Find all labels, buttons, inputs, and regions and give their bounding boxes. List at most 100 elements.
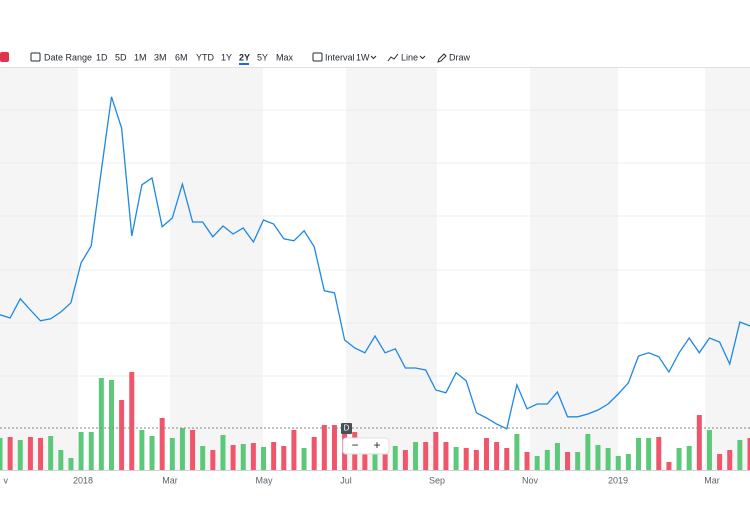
shade bbox=[530, 68, 618, 470]
date-range[interactable]: Date Range bbox=[44, 52, 92, 62]
range-button[interactable]: 1M bbox=[134, 52, 147, 62]
volume-bar bbox=[545, 450, 550, 470]
volume-bar bbox=[494, 442, 499, 470]
shade bbox=[346, 68, 437, 470]
volume-bar bbox=[616, 456, 621, 470]
marker: D bbox=[344, 424, 350, 433]
volume-bar bbox=[403, 450, 408, 470]
volume-bar bbox=[58, 450, 63, 470]
shade bbox=[705, 68, 750, 470]
volume-bar bbox=[231, 445, 236, 470]
volume-bar bbox=[666, 462, 671, 470]
volume-bar bbox=[210, 450, 215, 470]
volume-bar bbox=[291, 430, 296, 470]
volume-bar bbox=[160, 418, 165, 470]
volume-bar bbox=[443, 442, 448, 470]
range-button[interactable]: Max bbox=[276, 52, 294, 62]
chevron bbox=[420, 56, 425, 59]
volume-bar bbox=[474, 450, 479, 470]
volume-bar bbox=[119, 400, 124, 470]
calendar-icon bbox=[31, 53, 40, 61]
x-label: Nov bbox=[522, 475, 539, 485]
volume-bar bbox=[595, 445, 600, 470]
interval[interactable]: 1W bbox=[356, 52, 370, 62]
volume-bar bbox=[555, 443, 560, 470]
volume-bar bbox=[677, 448, 682, 470]
volume-bar bbox=[737, 440, 742, 470]
volume-bar bbox=[261, 447, 266, 470]
volume-bar bbox=[18, 440, 23, 470]
volume-bar bbox=[332, 425, 337, 470]
volume-bar bbox=[717, 454, 722, 470]
volume-bar bbox=[68, 458, 73, 470]
volume-bar bbox=[0, 438, 3, 470]
ranges: 1D 5D 1M 3M 6M YTD 1Y 2Y 5Y Max bbox=[96, 52, 294, 65]
x-label: 2019 bbox=[608, 475, 628, 485]
range-button[interactable]: 2Y bbox=[239, 52, 250, 62]
range-button[interactable]: 5Y bbox=[257, 52, 268, 62]
pencil-icon bbox=[438, 54, 446, 62]
interval-icon bbox=[313, 53, 322, 61]
range-button[interactable]: 6M bbox=[175, 52, 188, 62]
volume-bar bbox=[281, 446, 286, 470]
volume-bar bbox=[484, 438, 489, 470]
volume-bar bbox=[525, 452, 530, 470]
volume-bar bbox=[139, 430, 144, 470]
chevron bbox=[371, 56, 376, 59]
volume-bar bbox=[656, 437, 661, 470]
volume-bar bbox=[220, 435, 225, 470]
volume-bar bbox=[48, 436, 53, 470]
volume-bar bbox=[170, 438, 175, 470]
volume-bar bbox=[514, 434, 519, 470]
volume-bar bbox=[99, 378, 104, 470]
volume-bar bbox=[79, 432, 84, 470]
volume-bar bbox=[646, 438, 651, 470]
volume-bar bbox=[200, 446, 205, 470]
x-label: Mar bbox=[162, 475, 178, 485]
shade bbox=[0, 68, 78, 470]
range-button[interactable]: 1D bbox=[96, 52, 108, 62]
volume-bar bbox=[312, 437, 317, 470]
range-button[interactable]: 1Y bbox=[221, 52, 232, 62]
volume-bar bbox=[727, 450, 732, 470]
volume-bar bbox=[38, 438, 43, 470]
volume-bar bbox=[423, 442, 428, 470]
volume-bar bbox=[575, 452, 580, 470]
volume-bar bbox=[707, 430, 712, 470]
x-label: Mar bbox=[704, 475, 720, 485]
chart-style[interactable]: Line bbox=[401, 52, 418, 62]
range-button[interactable]: YTD bbox=[196, 52, 215, 62]
draw[interactable]: Draw bbox=[449, 52, 471, 62]
zoom-in[interactable]: + bbox=[373, 438, 380, 452]
volume-bar bbox=[454, 447, 459, 470]
x-label: May bbox=[255, 475, 273, 485]
volume-bar bbox=[241, 444, 246, 470]
range-button[interactable]: 3M bbox=[154, 52, 167, 62]
range-button[interactable]: 5D bbox=[115, 52, 127, 62]
volume-bar bbox=[393, 446, 398, 470]
volume-bar bbox=[636, 438, 641, 470]
volume-bar bbox=[565, 452, 570, 470]
volume-bar bbox=[504, 448, 509, 470]
x-label: 2018 bbox=[73, 475, 93, 485]
logo-icon bbox=[0, 52, 9, 62]
volume-bar bbox=[89, 432, 94, 470]
volume-bar bbox=[464, 448, 469, 470]
volume-bar bbox=[697, 415, 702, 470]
volume-bar bbox=[109, 380, 114, 470]
x-label: Jul bbox=[340, 475, 352, 485]
x-label: v bbox=[4, 475, 9, 485]
zoom-out[interactable]: − bbox=[351, 438, 358, 452]
volume-bar bbox=[585, 434, 590, 470]
volume-bar bbox=[322, 425, 327, 470]
volume-bar bbox=[180, 428, 185, 470]
interval-label[interactable]: Interval bbox=[325, 52, 355, 62]
volume-bar bbox=[150, 436, 155, 470]
x-label: Sep bbox=[429, 475, 445, 485]
zoom-control bbox=[343, 438, 389, 454]
volume-bar bbox=[535, 456, 540, 470]
volume-bar bbox=[606, 448, 611, 470]
volume-bar bbox=[8, 437, 13, 470]
